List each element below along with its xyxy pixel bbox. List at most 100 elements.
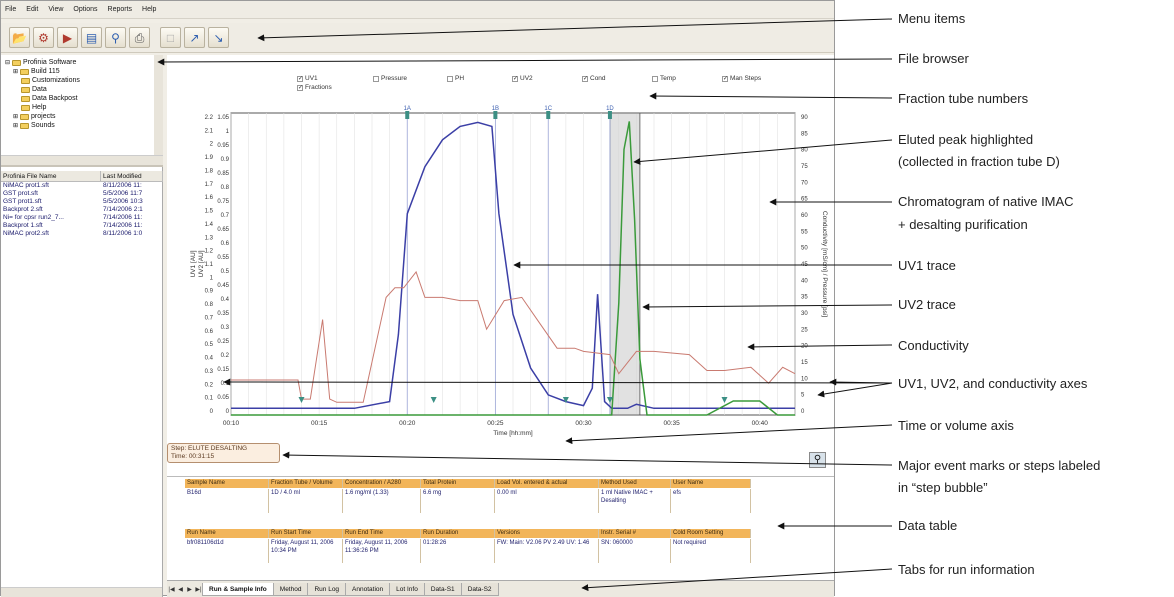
menu-view[interactable]: View bbox=[48, 6, 64, 13]
menu-options[interactable]: Options bbox=[73, 6, 98, 13]
file-row[interactable]: NiMAC prot1.sft 8/11/2006 11: bbox=[3, 182, 142, 189]
tree-item[interactable]: ⊞ projects bbox=[13, 113, 56, 120]
print-icon[interactable]: ⎙ bbox=[129, 27, 150, 48]
last-tab-icon[interactable]: ▶| bbox=[195, 586, 202, 593]
uv1-tick-label: 1.7 bbox=[205, 182, 214, 188]
method-icon[interactable]: ⚙ bbox=[33, 27, 54, 48]
uv2-tick-label: 0.4 bbox=[221, 297, 230, 303]
file-row[interactable]: GST prot1.sft 5/5/2006 10:3 bbox=[3, 198, 143, 205]
step-marker bbox=[430, 397, 437, 403]
file-row[interactable]: GST prot.sft 5/5/2006 11:7 bbox=[3, 190, 143, 197]
checkbox-icon[interactable]: ✓ bbox=[297, 84, 304, 91]
menu-file[interactable]: File bbox=[5, 6, 17, 13]
first-tab-icon[interactable]: |◀ bbox=[168, 586, 175, 593]
checkbox-icon[interactable] bbox=[652, 75, 658, 82]
uv1-tick-label: 1.6 bbox=[205, 195, 214, 201]
uv2-tick-label: 0.5 bbox=[221, 269, 230, 275]
open-icon[interactable]: 📂 bbox=[9, 27, 30, 48]
fraction-tube-label: 1C bbox=[544, 106, 552, 112]
table-row[interactable]: bfr081106d1d Friday, August 11, 2006 10:… bbox=[185, 539, 751, 563]
export-icon[interactable]: ↗ bbox=[184, 27, 205, 48]
uv1-tick-label: 2.2 bbox=[205, 115, 214, 121]
folder-icon bbox=[21, 77, 30, 84]
tab-method[interactable]: Method bbox=[272, 582, 309, 596]
menu-reports[interactable]: Reports bbox=[107, 6, 133, 13]
checkbox-icon[interactable]: ✓ bbox=[297, 75, 304, 82]
run-icon[interactable]: ▶ bbox=[57, 27, 78, 48]
step-bubble-step: Step: ELUTE DESALTING bbox=[171, 445, 248, 452]
uv2-tick-label: 0.85 bbox=[217, 171, 229, 177]
import-icon[interactable]: ↘ bbox=[208, 27, 229, 48]
legend-temp[interactable]: Temp bbox=[652, 75, 676, 82]
callout-uv2-trace: UV2 trace bbox=[898, 297, 956, 312]
checkbox-icon[interactable] bbox=[373, 75, 379, 82]
next-tab-icon[interactable]: ▶ bbox=[187, 586, 192, 593]
legend-ph[interactable]: PH bbox=[447, 75, 464, 82]
checkbox-icon[interactable]: ✓ bbox=[722, 75, 729, 82]
conductivity-tick-label: 80 bbox=[801, 148, 808, 154]
conductivity-tick-label: 15 bbox=[801, 360, 808, 366]
table-header-row: Sample Name Fraction Tube / Volume Conce… bbox=[185, 479, 751, 488]
column-header-file-name[interactable]: Profinia File Name bbox=[1, 171, 101, 181]
uv1-tick-label: 1.9 bbox=[205, 155, 214, 161]
x-tick-label: 00:10 bbox=[223, 420, 240, 427]
search-icon[interactable]: ⚲ bbox=[105, 27, 126, 48]
uv2-axis-label: UV2 [AU] bbox=[198, 250, 205, 277]
conductivity-axis-label: Conductivity [mS/cm] / Pressure [psi] bbox=[821, 211, 828, 317]
left-pane-horizontal-scrollbar[interactable] bbox=[1, 587, 162, 597]
legend-pressure[interactable]: Pressure bbox=[373, 75, 407, 82]
uv1-axis-label: UV1 [AU] bbox=[190, 250, 197, 277]
legend-man-steps[interactable]: ✓ Man Steps bbox=[722, 75, 762, 82]
menu-help[interactable]: Help bbox=[142, 6, 157, 13]
callout-time-axis: Time or volume axis bbox=[898, 418, 1014, 433]
tree-item[interactable]: ⊞ Build 115 bbox=[13, 68, 60, 75]
tab-data-s2[interactable]: Data-S2 bbox=[460, 582, 499, 596]
menu-edit[interactable]: Edit bbox=[26, 6, 39, 13]
prev-tab-icon[interactable]: ◀ bbox=[178, 586, 183, 593]
conductivity-tick-label: 35 bbox=[801, 295, 808, 301]
legend-uv1[interactable]: ✓ UV1 bbox=[297, 75, 318, 82]
uv2-tick-label: 0.65 bbox=[217, 227, 229, 233]
report-icon[interactable]: ▤ bbox=[81, 27, 102, 48]
tab-run-log[interactable]: Run Log bbox=[307, 582, 347, 596]
uv1-tick-label: 2.1 bbox=[205, 128, 214, 134]
legend-fractions[interactable]: ✓ Fractions bbox=[297, 84, 332, 91]
tree-item[interactable]: ⊟ Profinia Software bbox=[5, 59, 77, 66]
uv2-tick-label: 0.05 bbox=[217, 395, 229, 401]
tree-horizontal-scrollbar[interactable] bbox=[1, 155, 163, 165]
column-header-last-modified[interactable]: Last Modified bbox=[101, 171, 163, 181]
conductivity-tick-label: 0 bbox=[801, 409, 805, 415]
legend-cond[interactable]: ✓ Cond bbox=[582, 75, 606, 82]
file-row[interactable]: Backprot 2.sft 7/14/2006 2:1 bbox=[3, 206, 143, 213]
chromatogram-pane: ✓ UV1 ✓ Fractions Pressure PH ✓ UV2 ✓ Cond T… bbox=[167, 55, 834, 597]
checkbox-icon[interactable] bbox=[447, 75, 453, 82]
folder-icon bbox=[21, 86, 30, 93]
checkbox-icon[interactable]: ✓ bbox=[512, 75, 519, 82]
callout-conductivity: Conductivity bbox=[898, 338, 969, 353]
tab-run-sample-info[interactable]: Run & Sample Info bbox=[202, 582, 274, 596]
conductivity-tick-label: 10 bbox=[801, 376, 808, 382]
tab-annotation[interactable]: Annotation bbox=[345, 582, 391, 596]
table-row[interactable]: B16d 1D / 4.0 ml 1.6 mg/ml (1.33) 6.6 mg… bbox=[185, 489, 751, 513]
tree-item[interactable]: Data Backpost bbox=[5, 94, 163, 103]
checkbox-icon[interactable]: ✓ bbox=[582, 75, 589, 82]
fraction-tube-marker bbox=[607, 111, 612, 119]
tab-data-s1[interactable]: Data-S1 bbox=[423, 582, 462, 596]
file-row[interactable]: NiMAC prot2.sft 8/11/2006 1:0 bbox=[3, 230, 143, 237]
file-row[interactable]: Ni= for cpsr run2_7... 7/14/2006 11: bbox=[3, 214, 143, 221]
tree-item[interactable]: Help bbox=[5, 103, 163, 112]
uv2-tick-label: 1.05 bbox=[217, 115, 229, 121]
tree-item[interactable]: ⊞ Sounds bbox=[13, 122, 55, 129]
tab-lot-info[interactable]: Lot Info bbox=[389, 582, 425, 596]
tree-item[interactable]: Customizations bbox=[5, 76, 163, 85]
folder-icon bbox=[20, 68, 30, 75]
uv2-tick-label: 0.55 bbox=[217, 255, 229, 261]
tree-item[interactable]: Data bbox=[5, 85, 163, 94]
file-row[interactable]: Backprot 1.sft 7/14/2006 11: bbox=[3, 222, 143, 229]
zoom-icon[interactable]: ⚲ bbox=[809, 452, 826, 468]
conductivity-tick-label: 40 bbox=[801, 278, 808, 284]
blank-icon[interactable]: □ bbox=[160, 27, 181, 48]
tree-vertical-scrollbar[interactable] bbox=[154, 55, 163, 165]
legend-uv2[interactable]: ✓ UV2 bbox=[512, 75, 533, 82]
